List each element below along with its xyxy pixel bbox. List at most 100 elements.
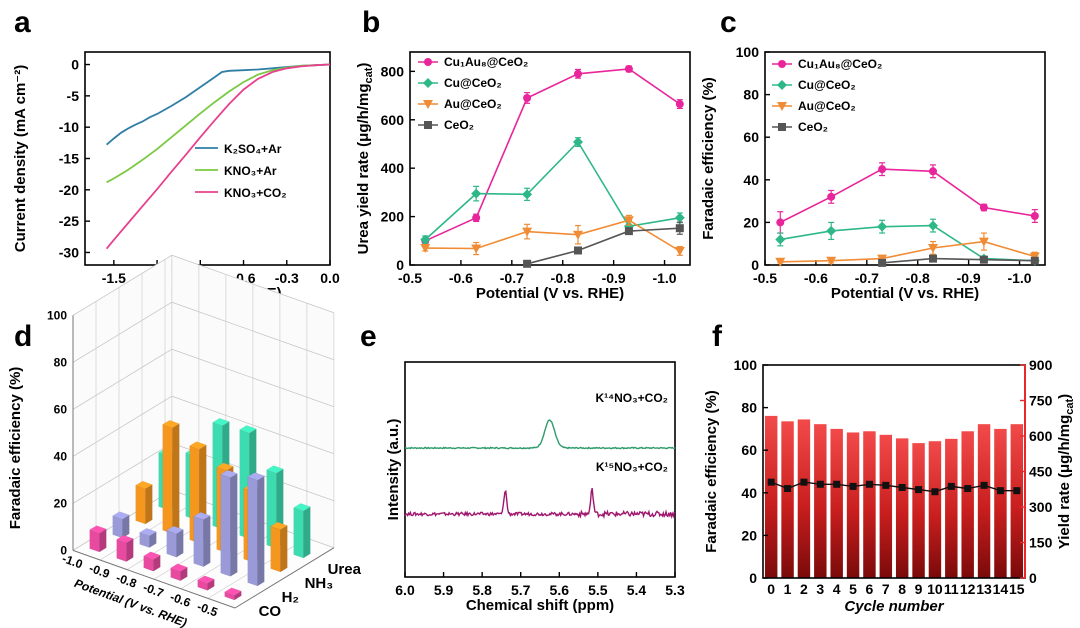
y-tick-label: 0 xyxy=(396,257,404,273)
fe-point xyxy=(849,482,857,490)
y-tick-label: 40 xyxy=(743,172,759,188)
y-tick-label: 80 xyxy=(743,87,759,103)
y2-tick-label: 900 xyxy=(1029,357,1053,373)
y-tick-label: 0 xyxy=(751,257,759,273)
y2-tick-label: 450 xyxy=(1029,464,1053,480)
panel-e: e 6.0 5.9 5.8 5.7 5.6 5.5 5.4 5.3 K¹⁴NO₃+CO₂ K¹⁵NO… xyxy=(360,320,685,614)
x-tick-label: -0.7 xyxy=(855,270,879,286)
data-point xyxy=(420,234,431,245)
x-tick-label: -0.9 xyxy=(602,270,626,286)
legend-marker-3 xyxy=(424,121,432,129)
yield-bar xyxy=(797,419,811,578)
product-label: H₂ xyxy=(282,589,300,606)
series-line-3 xyxy=(526,227,680,265)
legend-label-2: Au@CeO₂ xyxy=(444,97,502,111)
bar-top xyxy=(112,511,130,520)
x-tick-label: -0.3 xyxy=(275,270,299,286)
fe-point xyxy=(784,485,792,493)
y-tick-label: 60 xyxy=(741,442,757,458)
data-point xyxy=(878,258,887,267)
bar-front xyxy=(293,507,304,559)
panel-b: b -0.5 -0.6 -0.7 -0.8 -0.9 -1.0 0 200 400 600 800 Cu… xyxy=(355,6,691,302)
x-tick-label: 7 xyxy=(882,581,890,597)
y-axis-label: Faradaic efficiency (%) xyxy=(700,77,717,240)
data-point xyxy=(674,246,685,256)
x-tick-label: 6 xyxy=(866,581,874,597)
bar-top xyxy=(270,521,288,530)
bar-top xyxy=(135,480,153,490)
panel-c: c -0.5 -0.6 -0.7 -0.8 -0.9 -1.0 0 20 40 60 80 100 Cu₁… xyxy=(700,6,1046,302)
y-tick-label: -10 xyxy=(59,119,79,135)
bar-front xyxy=(270,525,281,573)
y-tick-label: -25 xyxy=(59,213,79,229)
bar-front xyxy=(247,476,258,587)
legend-marker-1 xyxy=(423,78,433,88)
y-axis-label: Intensity (a.u.) xyxy=(385,419,402,521)
y-tick-label: 600 xyxy=(381,112,405,128)
y-tick-label: 0 xyxy=(71,57,79,73)
data-point xyxy=(675,224,684,233)
y-axis-label: Faradaic efficiency (%) xyxy=(703,390,720,553)
fe-point xyxy=(767,478,775,486)
bar-top xyxy=(89,525,107,534)
x-tick-label: -1.0 xyxy=(1007,270,1031,286)
series-line-0 xyxy=(424,68,681,242)
panel-label: a xyxy=(14,6,31,39)
data-point xyxy=(523,93,532,102)
product-axis xyxy=(234,547,335,609)
fe-point xyxy=(996,487,1004,495)
x-tick-label: -0.8 xyxy=(551,270,575,286)
x-tick-label: -0.6 xyxy=(804,270,828,286)
legend-label-1: KNO₃+Ar xyxy=(224,164,277,178)
bar-front xyxy=(135,484,146,525)
x-tick-label: 9 xyxy=(915,581,923,597)
panel-label: b xyxy=(362,6,380,39)
y2-tick-label: 150 xyxy=(1029,535,1053,551)
x-tick-label: -0.5 xyxy=(753,270,777,286)
data-point xyxy=(826,256,837,266)
bar-top xyxy=(224,587,242,596)
data-point xyxy=(573,230,583,240)
x-tick-label: -1.0 xyxy=(652,270,676,286)
spectrum-label-0: K¹⁴NO₃+CO₂ xyxy=(596,391,669,405)
legend-label-2: Au@CeO₂ xyxy=(798,99,856,113)
product-label: CO xyxy=(259,603,282,620)
z-tick-label: 80 xyxy=(54,355,68,369)
x-tick-label: 10 xyxy=(927,581,943,597)
data-point xyxy=(827,192,836,201)
y-axis-label: Urea yield rate (μg/h/mgcat) xyxy=(355,63,375,255)
bar-top xyxy=(139,527,157,537)
yield-bar xyxy=(846,432,860,578)
x-tick-label: 14 xyxy=(993,581,1009,597)
fe-point xyxy=(865,480,873,488)
data-point xyxy=(878,165,887,174)
x-tick-label: 11 xyxy=(944,581,959,597)
panel-d: d 0 20 40 60 80 100 -0.5-0.6-0.7-0.8-0.9-1.0 COH… xyxy=(7,254,362,628)
data-point xyxy=(471,244,482,254)
data-point xyxy=(420,244,431,254)
x-tick-label: 5.7 xyxy=(511,582,531,598)
bar-top xyxy=(239,425,257,434)
y2-tick-label: 300 xyxy=(1029,499,1053,515)
bar-front xyxy=(116,539,127,562)
series-line-0 xyxy=(106,63,331,146)
spectrum-label-1: K¹⁵NO₃+CO₂ xyxy=(596,460,668,474)
legend-label-1: Cu@CeO₂ xyxy=(798,78,856,92)
data-point xyxy=(776,218,785,227)
data-point xyxy=(574,69,582,78)
legend-marker-0 xyxy=(424,58,432,66)
data-point xyxy=(675,100,684,109)
y-tick-label: -5 xyxy=(67,88,80,104)
x-tick-label: 5.9 xyxy=(434,582,454,598)
x-tick-label: -0.7 xyxy=(500,270,524,286)
data-point xyxy=(472,213,481,222)
bar-top xyxy=(266,465,284,474)
y-tick-label: 0 xyxy=(749,570,757,586)
x-tick-label: 8 xyxy=(898,581,906,597)
bar-top xyxy=(166,525,184,534)
bar-side xyxy=(280,525,288,573)
bar-top xyxy=(143,551,161,560)
data-point xyxy=(674,212,685,223)
y-tick-label: -15 xyxy=(59,151,79,167)
yield-bar xyxy=(879,434,893,578)
